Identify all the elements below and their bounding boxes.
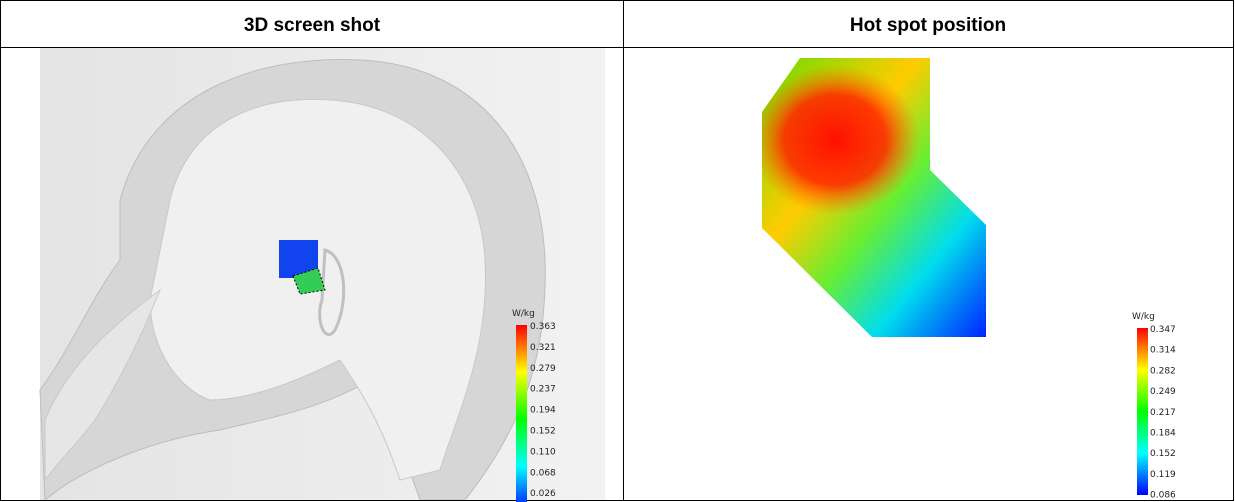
color-bar [1137, 328, 1148, 495]
legend-label: 0.347 [1150, 325, 1176, 335]
legend-label: 0.086 [1150, 491, 1176, 501]
legend-label: 0.110 [530, 447, 556, 457]
legend-unit: W/kg [512, 309, 535, 319]
legend-label: 0.314 [1150, 346, 1176, 356]
color-bar [516, 325, 527, 502]
head-screenshot [39, 48, 605, 500]
legend-label: 0.194 [530, 406, 556, 416]
legend-label: 0.217 [1150, 408, 1176, 418]
legend-label: 0.321 [530, 343, 556, 353]
legend-label: 0.026 [530, 489, 556, 499]
legend-label: 0.363 [530, 322, 556, 332]
legend-label: 0.184 [1150, 429, 1176, 439]
header-cell: 3D screen shot [244, 15, 381, 36]
legend-label: 0.249 [1150, 387, 1176, 397]
legend-label: 0.068 [530, 468, 556, 478]
legend-unit: W/kg [1132, 312, 1155, 322]
hot-spot-map [762, 58, 986, 337]
legend-label: 0.237 [530, 385, 556, 395]
legend-label: 0.152 [1150, 449, 1176, 459]
legend-label: 0.152 [530, 427, 556, 437]
legend-label: 0.282 [1150, 366, 1176, 376]
legend-label: 0.279 [530, 364, 556, 374]
legend-label: 0.119 [1150, 470, 1176, 480]
header-cell: Hot spot position [850, 15, 1006, 36]
